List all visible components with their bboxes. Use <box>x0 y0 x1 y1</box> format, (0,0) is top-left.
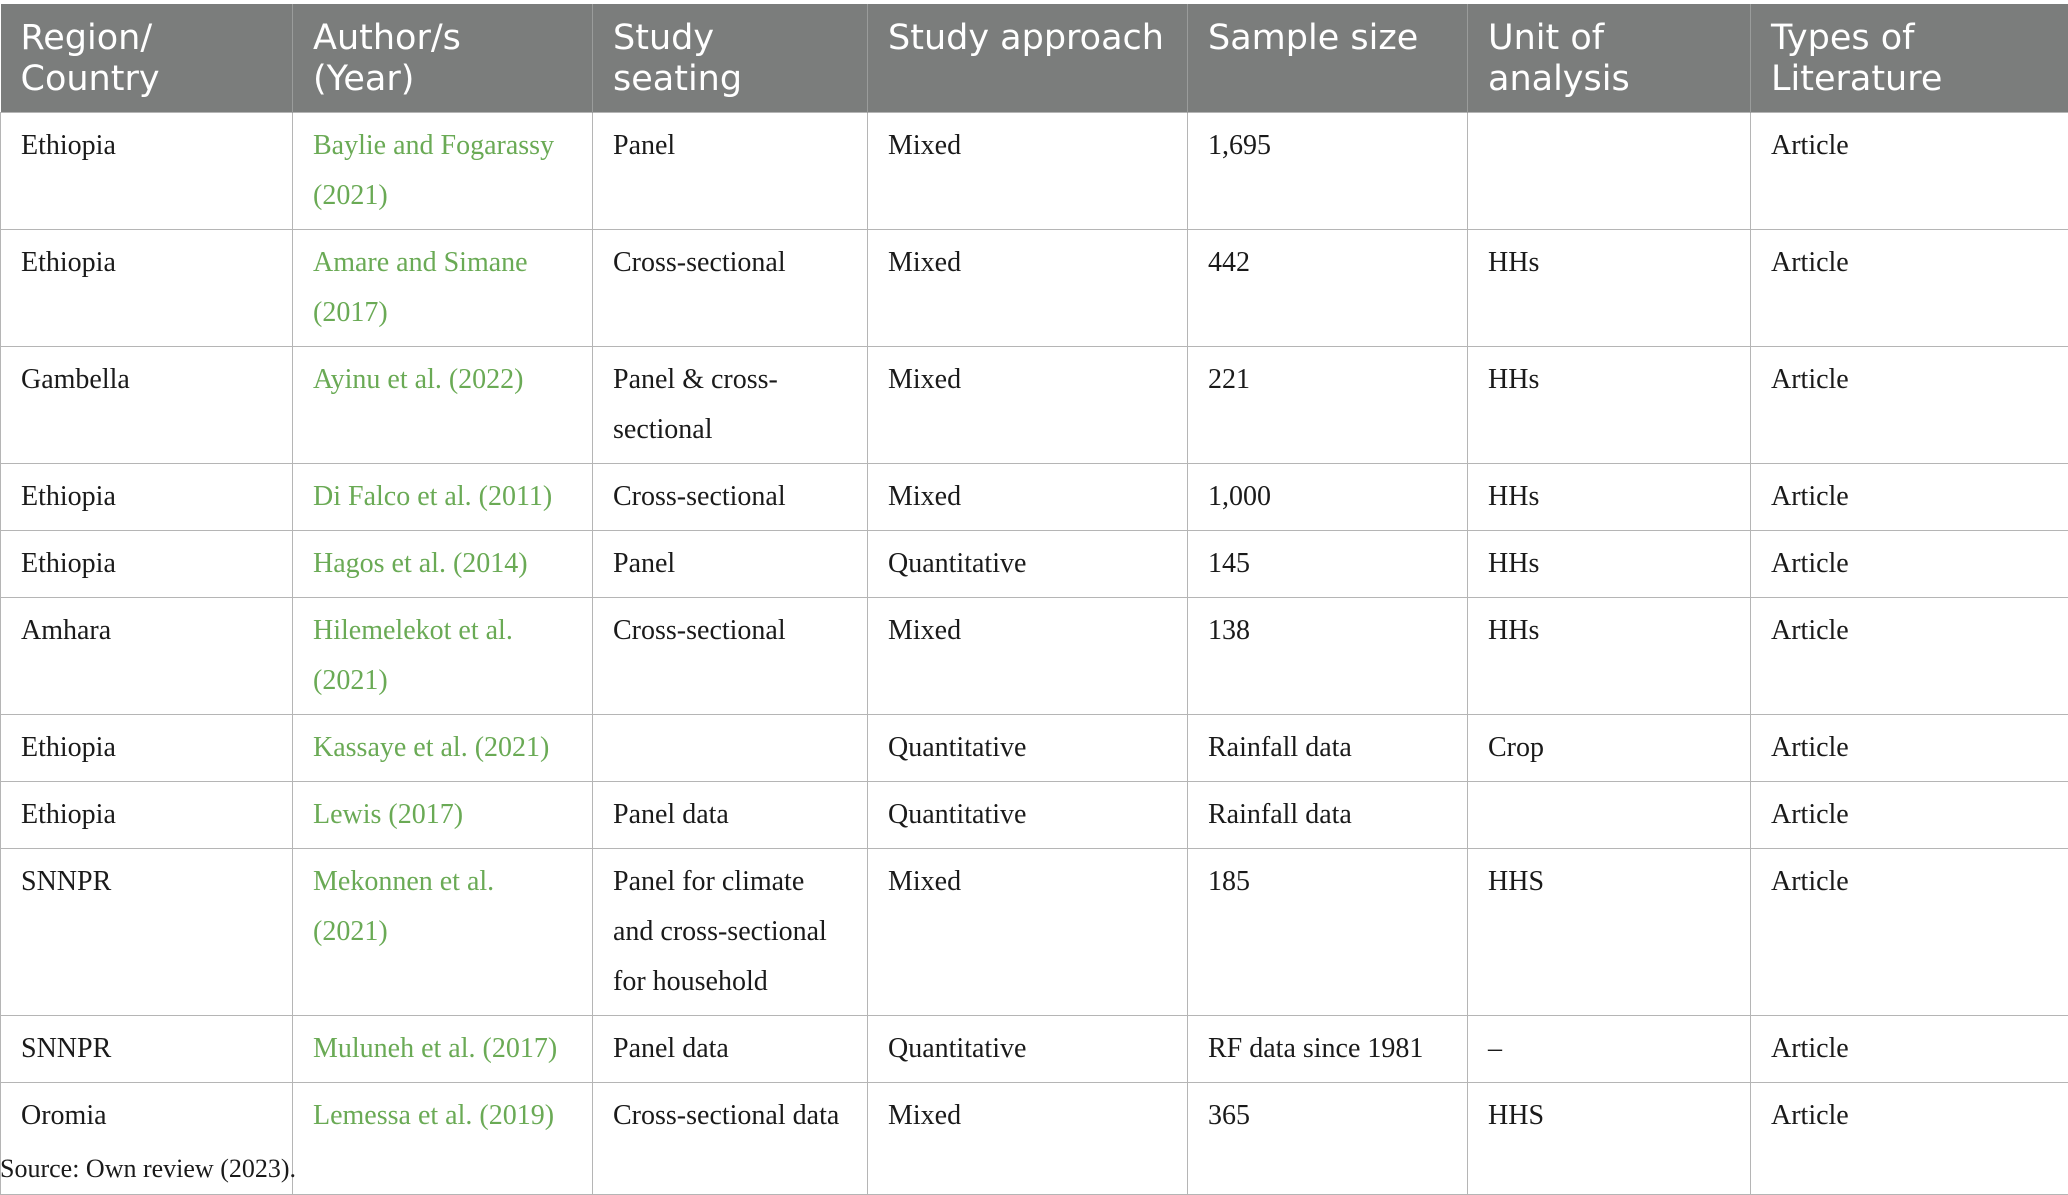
cell-region: Ethiopia <box>1 531 293 598</box>
cell-study-seating: Cross-sectional <box>593 230 868 347</box>
table-row: Ethiopia Amare and Simane (2017) Cross-s… <box>1 230 2068 347</box>
cell-sample-size: 442 <box>1188 230 1468 347</box>
cell-literature-type: Article <box>1751 1083 2068 1195</box>
cell-literature-type: Article <box>1751 849 2068 1016</box>
cell-literature-type: Article <box>1751 1016 2068 1083</box>
cell-study-approach: Mixed <box>868 230 1188 347</box>
cell-region: Ethiopia <box>1 464 293 531</box>
cell-study-approach: Mixed <box>868 1083 1188 1195</box>
cell-author-link[interactable]: Hilemelekot et al. (2021) <box>293 598 593 715</box>
header-study-approach: Study approach <box>868 4 1188 113</box>
cell-study-seating: Cross-sectional <box>593 598 868 715</box>
cell-unit-of-analysis <box>1468 782 1751 849</box>
cell-literature-type: Article <box>1751 464 2068 531</box>
cell-unit-of-analysis: HHs <box>1468 347 1751 464</box>
literature-table: Region/ Country Author/s (Year) Study se… <box>0 4 2068 1195</box>
cell-region: Ethiopia <box>1 715 293 782</box>
cell-region: SNNPR <box>1 849 293 1016</box>
cell-study-seating: Panel <box>593 531 868 598</box>
cell-study-approach: Quantitative <box>868 1016 1188 1083</box>
cell-study-approach: Mixed <box>868 347 1188 464</box>
table-row: Amhara Hilemelekot et al. (2021) Cross-s… <box>1 598 2068 715</box>
cell-unit-of-analysis: HHs <box>1468 598 1751 715</box>
cell-sample-size: RF data since 1981 <box>1188 1016 1468 1083</box>
table-row: Gambella Ayinu et al. (2022) Panel & cro… <box>1 347 2068 464</box>
cell-study-seating: Panel data <box>593 782 868 849</box>
header-study-seating: Study seating <box>593 4 868 113</box>
cell-sample-size: Rainfall data <box>1188 782 1468 849</box>
cell-study-approach: Mixed <box>868 598 1188 715</box>
cell-region: Amhara <box>1 598 293 715</box>
cell-author-link[interactable]: Di Falco et al. (2011) <box>293 464 593 531</box>
cell-sample-size: 145 <box>1188 531 1468 598</box>
cell-author-link[interactable]: Muluneh et al. (2017) <box>293 1016 593 1083</box>
cell-study-approach: Mixed <box>868 113 1188 230</box>
cell-literature-type: Article <box>1751 230 2068 347</box>
cell-sample-size: 1,000 <box>1188 464 1468 531</box>
cell-unit-of-analysis: HHs <box>1468 230 1751 347</box>
cell-study-approach: Quantitative <box>868 531 1188 598</box>
cell-study-seating: Panel data <box>593 1016 868 1083</box>
source-note: Source: Own review (2023). <box>0 1154 296 1184</box>
cell-region: Ethiopia <box>1 230 293 347</box>
cell-sample-size: Rainfall data <box>1188 715 1468 782</box>
cell-author-link[interactable]: Lemessa et al. (2019) <box>293 1083 593 1195</box>
cell-region: Ethiopia <box>1 782 293 849</box>
table-row: SNNPR Mekonnen et al. (2021) Panel for c… <box>1 849 2068 1016</box>
cell-sample-size: 1,695 <box>1188 113 1468 230</box>
cell-author-link[interactable]: Amare and Simane (2017) <box>293 230 593 347</box>
cell-literature-type: Article <box>1751 113 2068 230</box>
cell-author-link[interactable]: Kassaye et al. (2021) <box>293 715 593 782</box>
cell-study-approach: Quantitative <box>868 715 1188 782</box>
table-row: Ethiopia Baylie and Fogarassy (2021) Pan… <box>1 113 2068 230</box>
table-row: Ethiopia Hagos et al. (2014) Panel Quant… <box>1 531 2068 598</box>
cell-region: Ethiopia <box>1 113 293 230</box>
cell-unit-of-analysis: Crop <box>1468 715 1751 782</box>
cell-unit-of-analysis: – <box>1468 1016 1751 1083</box>
cell-literature-type: Article <box>1751 347 2068 464</box>
header-sample-size: Sample size <box>1188 4 1468 113</box>
cell-literature-type: Article <box>1751 782 2068 849</box>
cell-literature-type: Article <box>1751 598 2068 715</box>
cell-author-link[interactable]: Mekonnen et al. (2021) <box>293 849 593 1016</box>
table-row: Ethiopia Lewis (2017) Panel data Quantit… <box>1 782 2068 849</box>
cell-author-link[interactable]: Baylie and Fogarassy (2021) <box>293 113 593 230</box>
header-authors-year: Author/s (Year) <box>293 4 593 113</box>
cell-literature-type: Article <box>1751 531 2068 598</box>
cell-region: Gambella <box>1 347 293 464</box>
literature-table-container: Region/ Country Author/s (Year) Study se… <box>0 4 2068 1195</box>
cell-study-seating: Cross-sectional data <box>593 1083 868 1195</box>
table-row: SNNPR Muluneh et al. (2017) Panel data Q… <box>1 1016 2068 1083</box>
cell-study-seating: Panel <box>593 113 868 230</box>
header-types-of-literature: Types of Literature <box>1751 4 2068 113</box>
cell-literature-type: Article <box>1751 715 2068 782</box>
table-row: Oromia Lemessa et al. (2019) Cross-secti… <box>1 1083 2068 1195</box>
cell-sample-size: 138 <box>1188 598 1468 715</box>
cell-sample-size: 221 <box>1188 347 1468 464</box>
cell-author-link[interactable]: Hagos et al. (2014) <box>293 531 593 598</box>
cell-study-seating <box>593 715 868 782</box>
cell-study-seating: Panel & cross-sectional <box>593 347 868 464</box>
cell-study-approach: Quantitative <box>868 782 1188 849</box>
cell-sample-size: 185 <box>1188 849 1468 1016</box>
header-region-country: Region/ Country <box>1 4 293 113</box>
cell-unit-of-analysis: HHs <box>1468 531 1751 598</box>
cell-author-link[interactable]: Ayinu et al. (2022) <box>293 347 593 464</box>
cell-study-approach: Mixed <box>868 464 1188 531</box>
cell-unit-of-analysis <box>1468 113 1751 230</box>
cell-unit-of-analysis: HHs <box>1468 464 1751 531</box>
cell-study-seating: Panel for climate and cross-sectional fo… <box>593 849 868 1016</box>
cell-author-link[interactable]: Lewis (2017) <box>293 782 593 849</box>
cell-region: SNNPR <box>1 1016 293 1083</box>
table-row: Ethiopia Kassaye et al. (2021) Quantitat… <box>1 715 2068 782</box>
table-row: Ethiopia Di Falco et al. (2011) Cross-se… <box>1 464 2068 531</box>
table-header-row: Region/ Country Author/s (Year) Study se… <box>1 4 2068 113</box>
cell-study-approach: Mixed <box>868 849 1188 1016</box>
cell-unit-of-analysis: HHS <box>1468 849 1751 1016</box>
cell-sample-size: 365 <box>1188 1083 1468 1195</box>
cell-study-seating: Cross-sectional <box>593 464 868 531</box>
cell-unit-of-analysis: HHS <box>1468 1083 1751 1195</box>
header-unit-of-analysis: Unit of analysis <box>1468 4 1751 113</box>
